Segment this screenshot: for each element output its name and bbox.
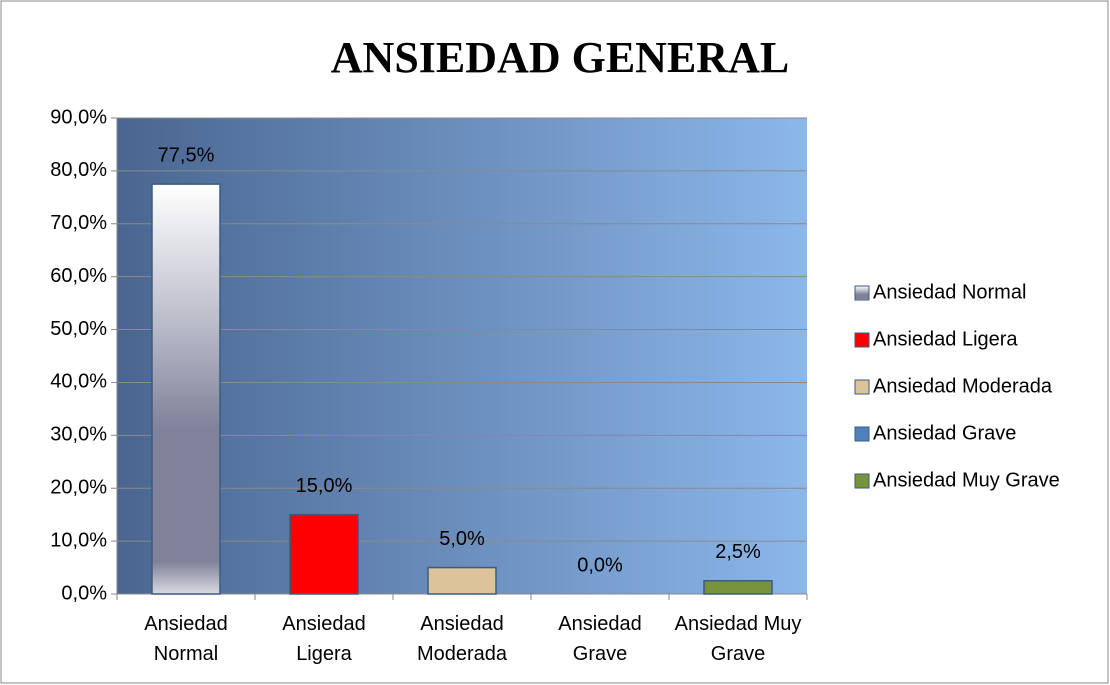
legend-swatch	[854, 379, 870, 395]
legend-label: Ansiedad Normal	[873, 281, 1026, 303]
y-tick-label: 60,0%	[50, 265, 107, 287]
legend-swatch	[854, 426, 870, 442]
x-tick-label: Ansiedad Ligera	[282, 613, 366, 665]
legend-label: Ansiedad Muy Grave	[873, 469, 1060, 491]
y-tick-label: 0,0%	[61, 582, 107, 604]
data-label: 0,0%	[577, 554, 623, 576]
bar	[703, 580, 773, 595]
y-tick-label: 90,0%	[50, 106, 107, 128]
y-tick-label: 40,0%	[50, 371, 107, 393]
bar	[289, 513, 359, 595]
plot-area	[117, 118, 807, 594]
data-label: 77,5%	[158, 144, 215, 166]
legend-swatch	[854, 473, 870, 489]
y-tick-label: 10,0%	[50, 529, 107, 551]
legend-label: Ansiedad Ligera	[873, 328, 1018, 350]
bar	[427, 566, 497, 595]
x-tick-label: Ansiedad Normal	[144, 613, 228, 665]
y-tick-label: 50,0%	[50, 318, 107, 340]
bar	[151, 183, 221, 595]
y-tick-label: 80,0%	[50, 159, 107, 181]
chart-title: ANSIEDAD GENERAL	[331, 33, 789, 82]
y-tick-label: 30,0%	[50, 424, 107, 446]
x-tick-label: Ansiedad Moderada	[416, 613, 508, 665]
y-tick-label: 20,0%	[50, 477, 107, 499]
legend-swatch	[854, 332, 870, 348]
data-label: 15,0%	[296, 475, 353, 497]
x-tick-label: Ansiedad Muy Grave	[674, 613, 802, 665]
legend-label: Ansiedad Grave	[873, 422, 1016, 444]
data-label: 5,0%	[439, 528, 485, 550]
data-label: 2,5%	[715, 541, 761, 563]
x-tick-label: Ansiedad Grave	[558, 613, 642, 665]
y-tick-label: 70,0%	[50, 212, 107, 234]
legend-swatch	[854, 285, 870, 301]
legend-label: Ansiedad Moderada	[873, 375, 1053, 397]
